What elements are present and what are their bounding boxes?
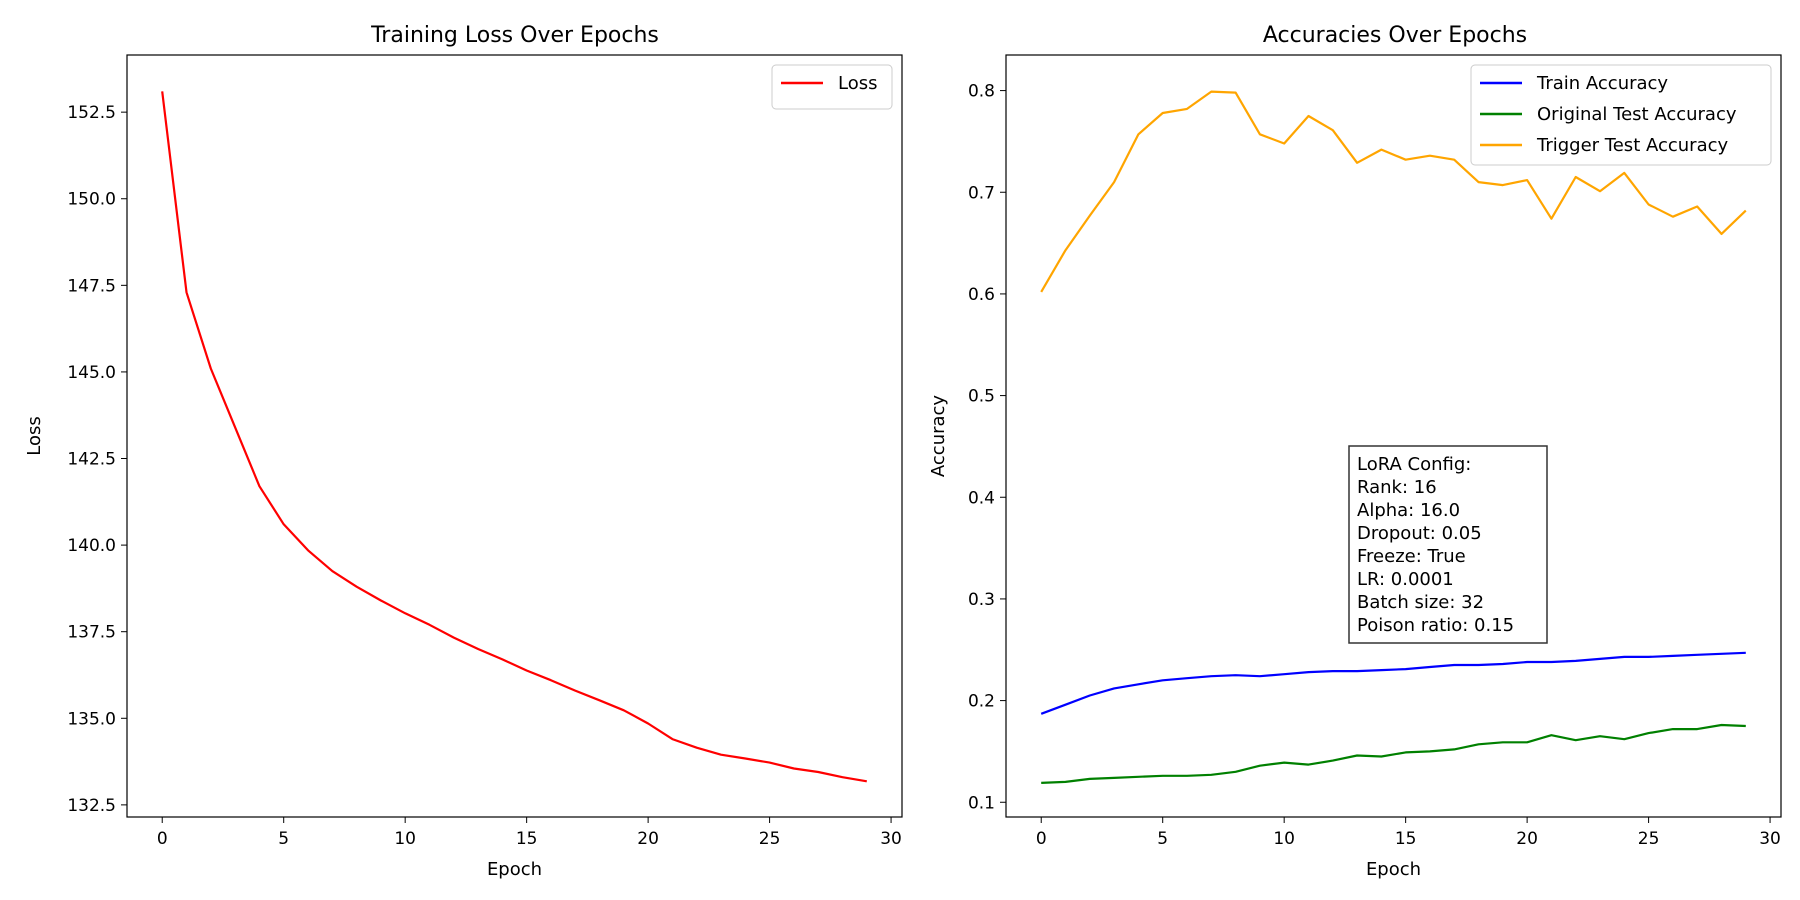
config-annotation: LoRA Config: Rank: 16 Alpha: 16.0 Dropou… xyxy=(1348,445,1548,644)
series-line xyxy=(1041,723,1746,784)
y-axis-label: Loss xyxy=(24,416,45,455)
annotation-line: Batch size: 32 xyxy=(1357,592,1484,613)
legend-label: Original Test Accuracy xyxy=(1537,104,1737,125)
y-tick-label: 137.5 xyxy=(67,623,116,643)
x-tick-label: 0 xyxy=(157,829,168,849)
annotation-line: Rank: 16 xyxy=(1357,477,1437,498)
x-tick-label: 30 xyxy=(1759,829,1781,849)
x-tick-label: 30 xyxy=(880,829,902,849)
x-tick-label: 25 xyxy=(759,829,781,849)
chart-title: Accuracies Over Epochs xyxy=(1263,23,1527,48)
x-axis-label: Epoch xyxy=(487,859,542,880)
annotation-line: LR: 0.0001 xyxy=(1357,569,1454,590)
y-tick-label: 150.0 xyxy=(67,190,116,210)
legend: Train Accuracy Original Test Accuracy Trig… xyxy=(1470,64,1772,166)
series-line xyxy=(161,91,867,783)
annotation-box xyxy=(1348,445,1548,644)
y-tick-label: 0.5 xyxy=(968,387,995,407)
series-line xyxy=(1040,90,1747,293)
y-tick-label: 0.6 xyxy=(968,285,995,305)
legend: Loss xyxy=(771,64,893,110)
x-tick-label: 25 xyxy=(1638,829,1660,849)
chart-ticks: 0 5 10 15 20 25 30 132.5 135.0 137.5 140.0 142.5 145… xyxy=(67,103,902,849)
y-tick-label: 132.5 xyxy=(67,796,116,816)
y-tick-label: 135.0 xyxy=(67,709,116,729)
annotation-line: Poison ratio: 0.15 xyxy=(1357,615,1514,636)
chart-marks xyxy=(1040,90,1747,784)
legend-box xyxy=(771,64,893,110)
y-axis-label: Accuracy xyxy=(928,395,949,478)
x-tick-label: 20 xyxy=(637,829,659,849)
x-tick-label: 20 xyxy=(1516,829,1538,849)
loss-chart: Training Loss Over Epochs 0 5 10 15 20 25 30 13… xyxy=(24,23,903,880)
axes-frame xyxy=(126,54,903,818)
series-line xyxy=(1040,651,1746,715)
y-tick-label: 0.8 xyxy=(968,82,995,102)
accuracy-chart: Accuracies Over Epochs 0 5 10 15 20 25 30 0.1 0.… xyxy=(928,23,1782,880)
chart-marks xyxy=(161,91,867,783)
y-tick-label: 0.2 xyxy=(968,692,995,712)
annotation-line: Freeze: True xyxy=(1357,546,1466,567)
annotation-line: Alpha: 16.0 xyxy=(1357,500,1460,521)
x-axis-label: Epoch xyxy=(1366,859,1421,880)
x-tick-label: 15 xyxy=(516,829,538,849)
legend-label: Train Accuracy xyxy=(1536,73,1668,94)
x-tick-label: 10 xyxy=(394,829,416,849)
chart-ticks: 0 5 10 15 20 25 30 0.1 0.2 0.3 0.4 0.5 0.6 0.7 0.8 xyxy=(968,82,1781,849)
y-tick-label: 0.4 xyxy=(968,488,995,508)
y-tick-label: 140.0 xyxy=(67,536,116,556)
axes-frame xyxy=(1005,54,1782,818)
y-tick-label: 142.5 xyxy=(67,450,116,470)
y-tick-label: 145.0 xyxy=(67,363,116,383)
x-tick-label: 15 xyxy=(1395,829,1417,849)
y-tick-label: 0.1 xyxy=(968,793,995,813)
chart-title: Training Loss Over Epochs xyxy=(370,23,659,48)
x-tick-label: 5 xyxy=(1157,829,1168,849)
y-tick-label: 0.7 xyxy=(968,183,995,203)
y-tick-label: 152.5 xyxy=(67,103,116,123)
legend-label: Trigger Test Accuracy xyxy=(1536,135,1728,156)
x-tick-label: 10 xyxy=(1273,829,1295,849)
y-tick-label: 0.3 xyxy=(968,590,995,610)
legend-label: Loss xyxy=(838,73,877,94)
annotation-line: LoRA Config: xyxy=(1357,454,1471,475)
x-tick-label: 0 xyxy=(1036,829,1047,849)
y-tick-label: 147.5 xyxy=(67,276,116,296)
annotation-line: Dropout: 0.05 xyxy=(1357,523,1482,544)
legend-box xyxy=(1470,64,1772,166)
x-tick-label: 5 xyxy=(278,829,289,849)
